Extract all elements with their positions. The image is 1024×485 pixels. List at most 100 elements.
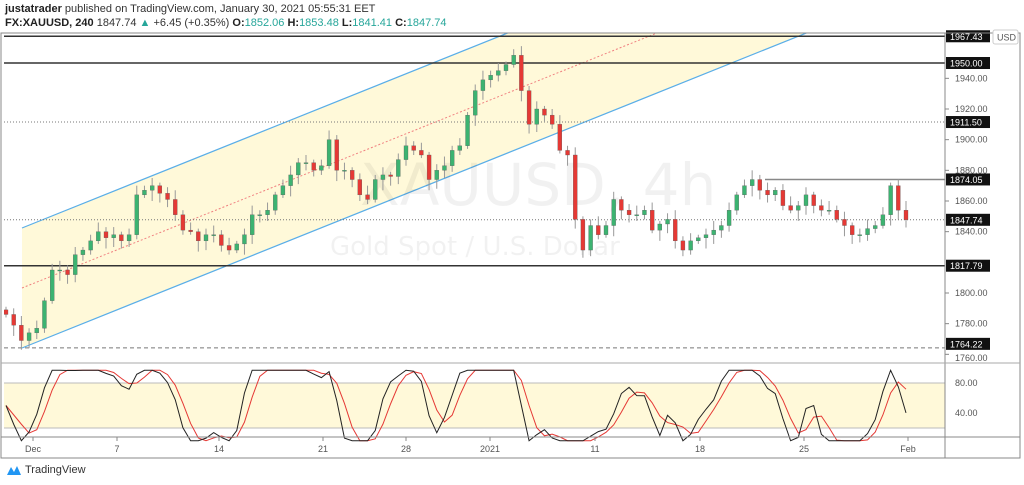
candle-down bbox=[673, 219, 678, 242]
time-tick-label: 28 bbox=[401, 444, 411, 454]
price-tag-label: 1817.79 bbox=[950, 261, 983, 271]
symbol[interactable]: FX:XAUUSD, 240 bbox=[5, 17, 94, 29]
candle-up bbox=[726, 210, 732, 226]
time-tick-label: 25 bbox=[799, 444, 809, 454]
candle-down bbox=[226, 245, 232, 251]
candle-down bbox=[119, 234, 124, 242]
candle-down bbox=[334, 139, 339, 171]
candle-down bbox=[11, 314, 16, 326]
candle-down bbox=[811, 194, 816, 206]
candle-down bbox=[19, 325, 24, 341]
candle-down bbox=[903, 210, 909, 220]
candle-down bbox=[580, 219, 586, 251]
candle-down bbox=[180, 214, 186, 231]
time-tick-label: Feb bbox=[900, 444, 916, 454]
tradingview-logo[interactable]: TradingView bbox=[6, 464, 86, 476]
price-tag bbox=[946, 57, 990, 69]
candle-up bbox=[296, 162, 301, 176]
candle-up bbox=[750, 179, 755, 186]
candle-up bbox=[26, 332, 32, 341]
candle-up bbox=[719, 225, 724, 231]
oscillator-tick-label: 80.00 bbox=[955, 378, 978, 388]
candle-up bbox=[711, 229, 716, 235]
candle-down bbox=[650, 210, 655, 231]
publish-date: published on TradingView.com, January 30… bbox=[64, 3, 376, 15]
candle-down bbox=[619, 199, 624, 211]
candle-up bbox=[203, 234, 209, 242]
candle-up bbox=[57, 269, 62, 272]
candle-up bbox=[511, 55, 516, 65]
candle-up bbox=[150, 185, 155, 191]
price-chart[interactable]: XAUUSD, 4h Gold Spot / U.S. Dollar 80.00… bbox=[0, 0, 1024, 460]
channel-upper-line bbox=[21, 33, 510, 229]
watermark-description: Gold Spot / U.S. Dollar bbox=[330, 232, 620, 262]
price-tag-label: 1874.05 bbox=[950, 175, 983, 185]
candle-down bbox=[196, 231, 201, 242]
candle-down bbox=[65, 269, 70, 275]
candle-down bbox=[550, 114, 555, 125]
candle-up bbox=[80, 249, 86, 255]
price-tick-label: 1920.00 bbox=[955, 104, 988, 114]
price-tag bbox=[946, 173, 990, 186]
candle-up bbox=[257, 214, 262, 216]
candle-up bbox=[242, 234, 247, 245]
author[interactable]: justatrader bbox=[5, 3, 62, 15]
candle-down bbox=[842, 219, 847, 226]
candle-down bbox=[788, 205, 793, 211]
candle-down bbox=[757, 179, 762, 191]
candle-down bbox=[365, 194, 370, 200]
time-tick-label: 2021 bbox=[480, 444, 500, 454]
candle-up bbox=[234, 243, 239, 251]
low-value: 1841.41 bbox=[352, 17, 393, 29]
candle-down bbox=[103, 231, 109, 238]
candle-up bbox=[280, 185, 286, 196]
price-tick-label: 1860.00 bbox=[955, 196, 988, 206]
brand-name: TradingView bbox=[25, 464, 86, 476]
candle-up bbox=[288, 174, 293, 186]
candle-up bbox=[319, 165, 324, 171]
candle-down bbox=[519, 55, 524, 91]
candle-up bbox=[273, 194, 278, 211]
candle-up bbox=[888, 185, 893, 215]
candle-down bbox=[350, 170, 355, 180]
candle-down bbox=[573, 154, 578, 220]
candle-down bbox=[357, 179, 362, 196]
candle-up bbox=[403, 145, 409, 160]
candle-down bbox=[834, 210, 839, 220]
price-tick-label: 1780.00 bbox=[955, 319, 988, 329]
candle-up bbox=[450, 150, 455, 166]
candle-up bbox=[134, 194, 139, 235]
candle-up bbox=[126, 234, 132, 242]
candle-down bbox=[311, 162, 316, 171]
oscillator-k-line bbox=[5, 368, 907, 442]
oscillator-d-line bbox=[5, 369, 907, 442]
candle-up bbox=[873, 225, 878, 229]
candle-up bbox=[611, 199, 616, 226]
candle-down bbox=[526, 90, 532, 125]
candle-down bbox=[680, 240, 686, 251]
candle-up bbox=[603, 225, 609, 235]
candle-up bbox=[73, 254, 78, 275]
tradingview-icon bbox=[7, 466, 21, 475]
candle-up bbox=[50, 269, 55, 301]
candle-down bbox=[173, 199, 178, 215]
candle-up bbox=[96, 231, 101, 242]
candle-up bbox=[473, 90, 478, 116]
candle-down bbox=[565, 150, 570, 156]
price-tick-label: 1880.00 bbox=[955, 165, 988, 175]
candle-up bbox=[250, 214, 255, 235]
candle-up bbox=[265, 210, 270, 215]
candle-down bbox=[157, 185, 162, 194]
candle-down bbox=[819, 205, 824, 211]
low-label: L: bbox=[341, 17, 353, 29]
candle-down bbox=[765, 190, 770, 196]
high-label: H: bbox=[287, 17, 300, 29]
candle-down bbox=[188, 229, 193, 232]
candle-down bbox=[896, 185, 901, 211]
candle-down bbox=[219, 234, 224, 246]
watermark-symbol: XAUUSD, 4h bbox=[360, 151, 716, 219]
up-arrow-icon: ▲ bbox=[139, 17, 151, 29]
currency-badge[interactable] bbox=[992, 29, 1019, 45]
candle-up bbox=[142, 190, 147, 196]
price-tag bbox=[946, 259, 990, 272]
